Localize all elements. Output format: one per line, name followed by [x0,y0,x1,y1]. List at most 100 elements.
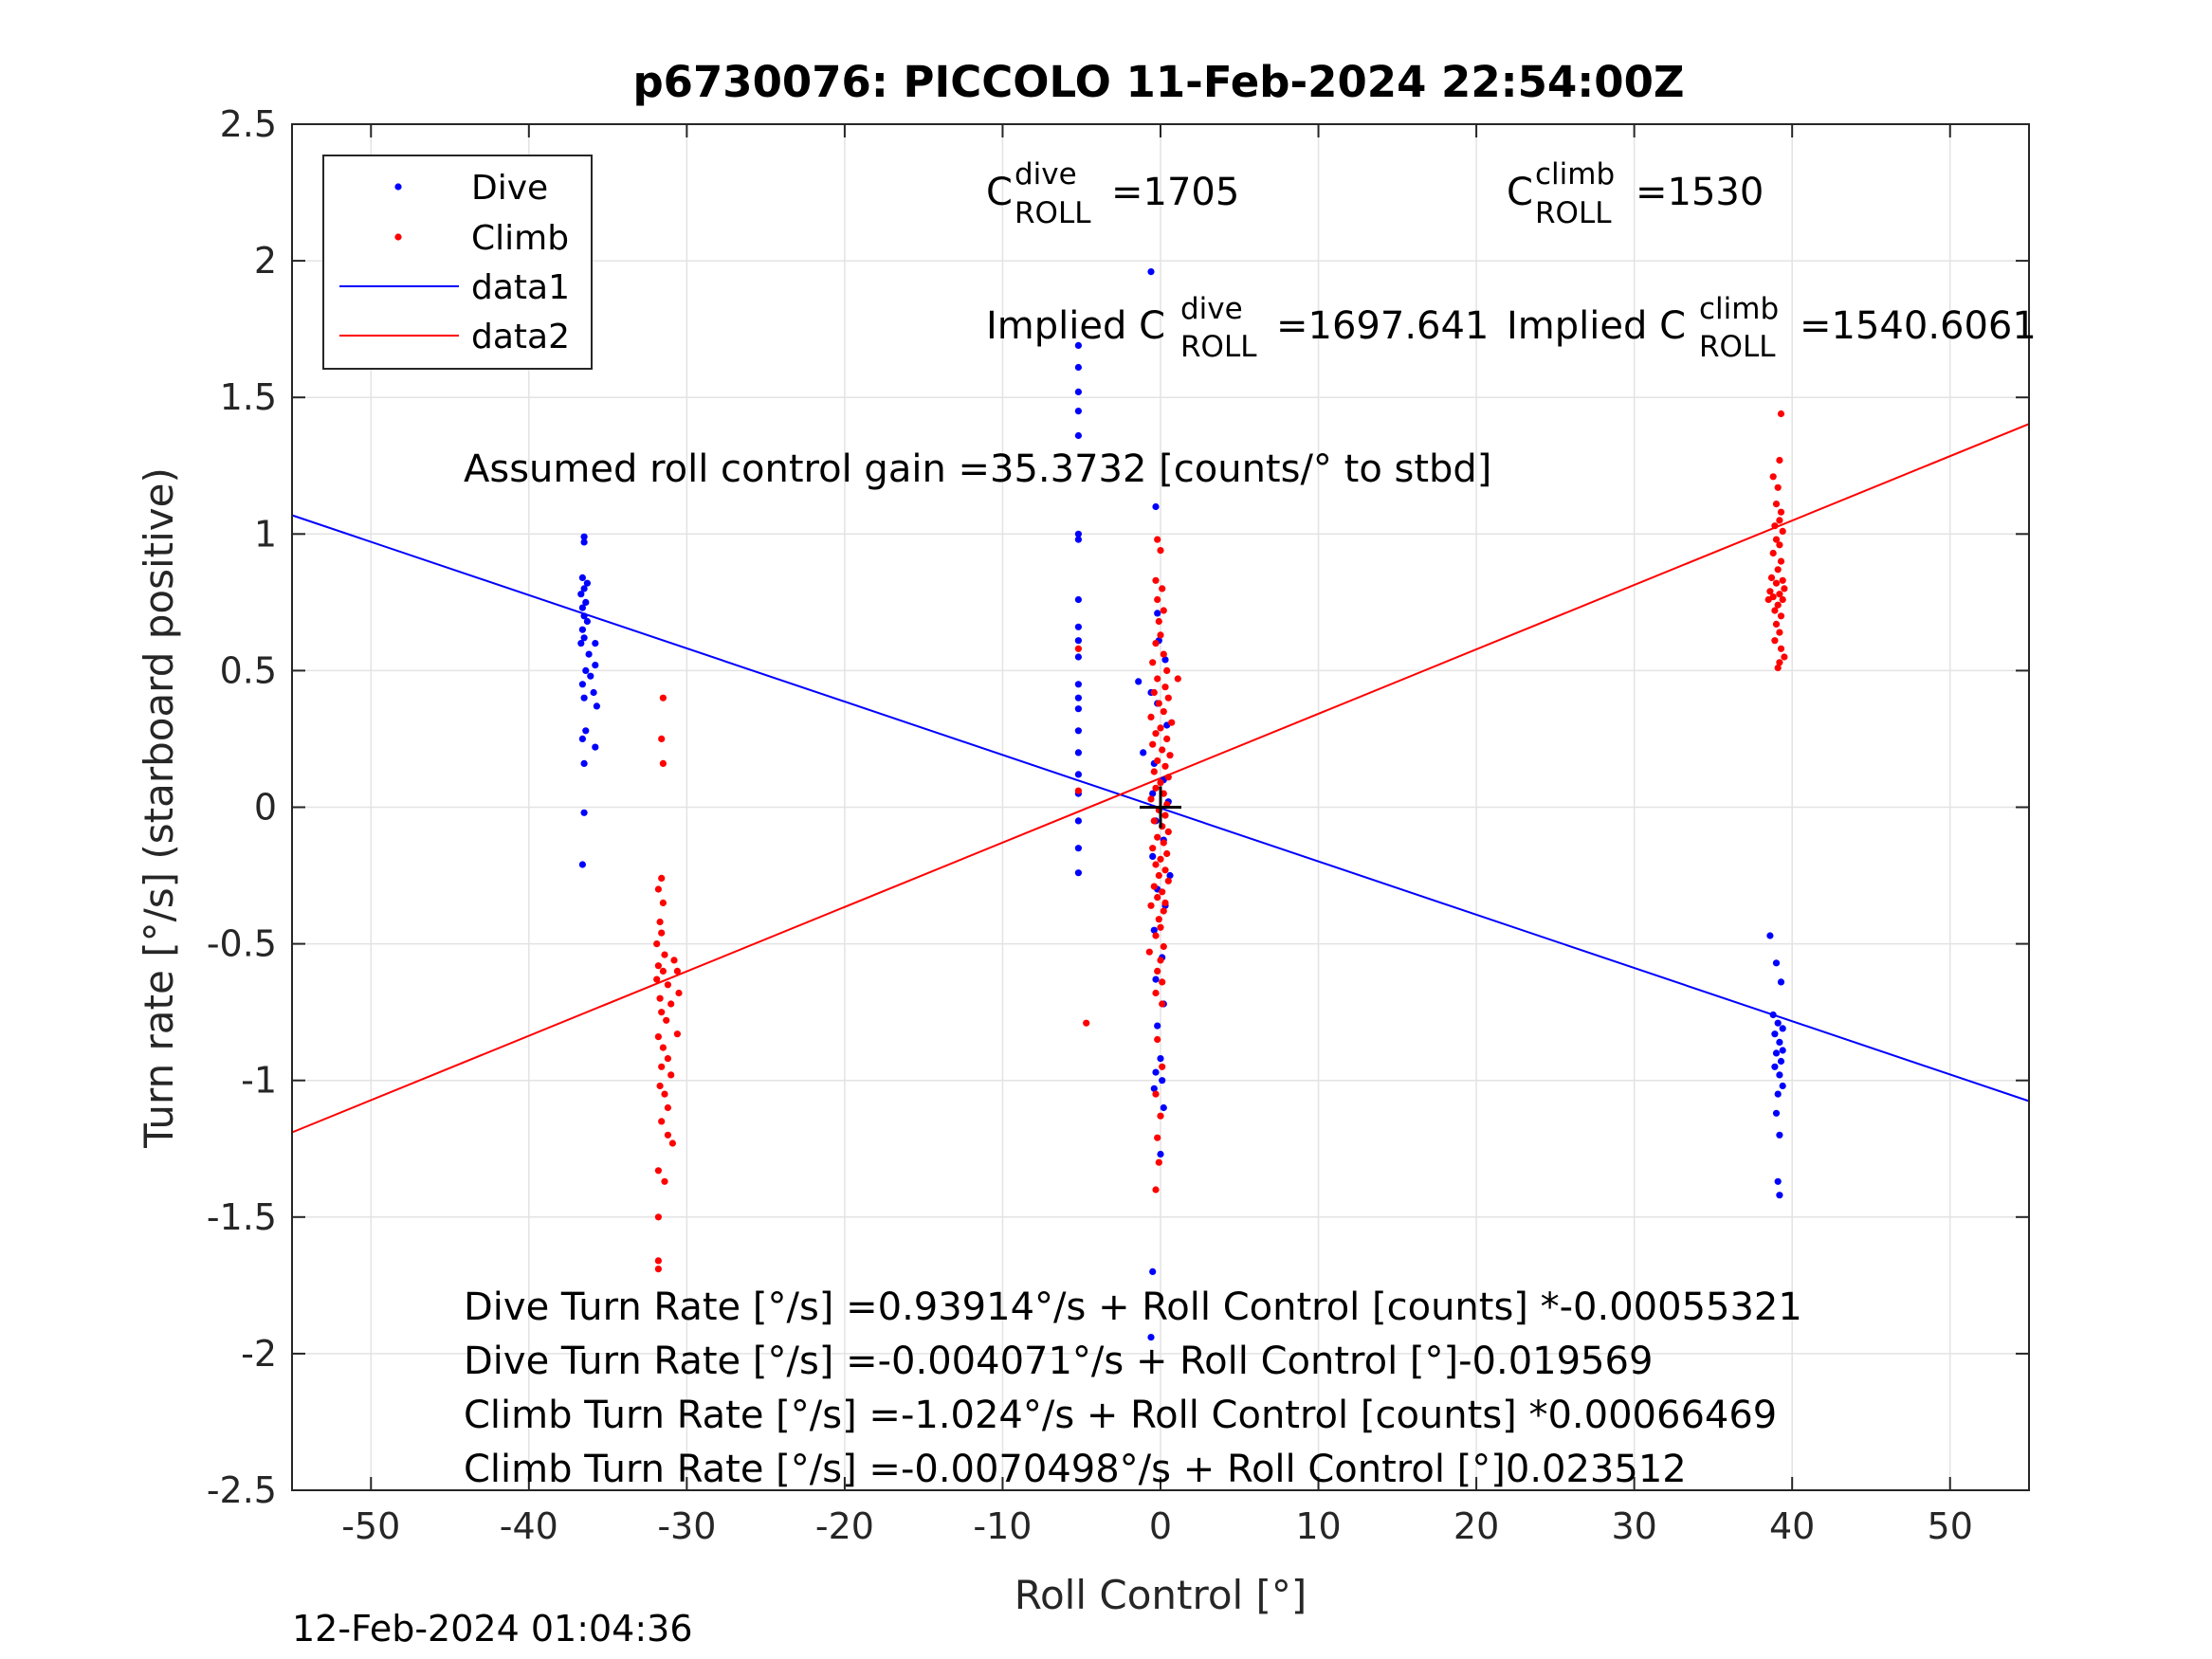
climb-point [1767,574,1776,582]
y-tick-label: 0 [254,787,277,829]
x-tick-label: -20 [815,1505,874,1547]
fit-line-data2 [291,423,2030,1134]
dive-point [582,727,590,735]
climb-point [654,962,663,970]
climb-point [1152,1186,1160,1194]
dive-point [593,702,601,710]
climb-point [1159,1000,1166,1008]
climb-point [1157,923,1164,931]
dive-point [1779,1025,1786,1032]
climb-point [1159,888,1166,896]
dive-point [1074,623,1082,630]
dive-point [578,861,587,868]
climb-point [1772,501,1781,508]
climb-point [659,694,667,702]
climb-point [1157,547,1164,555]
dive-point [580,694,588,702]
dive-point [1149,790,1157,797]
climb-point [1769,473,1777,481]
climb-point [1157,855,1164,863]
dive-point [578,626,587,633]
legend: Dive Climb data1 data2 [322,155,593,370]
climb-point [1157,631,1164,639]
dive-point [1160,1103,1167,1112]
climb-point [1774,483,1782,491]
svg-text:C: C [986,171,1013,214]
climb-point [1157,779,1164,787]
y-tick-label: -1 [241,1060,277,1102]
climb-point [1147,795,1155,803]
climb-point [1774,664,1782,672]
x-tick-label: -30 [657,1505,716,1547]
climb-point [1154,967,1161,975]
climb-point [1150,883,1158,890]
dive-point [1154,610,1161,617]
climb-point [661,951,668,958]
dive-point [1771,1063,1779,1070]
dive-point [1074,681,1082,688]
dive-point [1149,852,1157,861]
climb-point [1779,576,1786,584]
climb-point [1777,645,1785,652]
x-tick-label: 40 [1769,1505,1815,1547]
dive-point [1771,1030,1779,1038]
climb-point [659,967,667,975]
climb-point [659,759,667,768]
climb-point [1164,774,1172,781]
dive-point [1074,408,1082,415]
dive-point [1074,431,1082,440]
dive-point [578,681,587,688]
dive-point [580,634,588,642]
legend-label-climb: Climb [471,219,569,258]
dive-point [1147,1334,1155,1341]
gain-annotation: Assumed roll control gain =35.3732 [coun… [464,447,1491,491]
climb-point [1160,650,1167,658]
dive-point [583,617,592,626]
climb-point [1157,1112,1164,1120]
implied-dive-annotation: Implied C dive ROLL =1697.641 [986,292,1489,364]
climb-point [1155,916,1162,923]
c-dive-sup: dive [1015,157,1077,191]
dive-point [1157,1055,1164,1063]
dive-point [1140,749,1147,757]
x-tick-label: 20 [1453,1505,1499,1547]
y-tick-label: -2.5 [207,1469,277,1511]
dive-point [577,591,585,598]
climb-point [658,929,666,937]
climb-point [1777,410,1785,418]
climb-point [654,1033,663,1041]
climb-point [661,1177,668,1185]
climb-point [1083,1019,1090,1027]
climb-point [664,1055,672,1063]
dive-point [1074,637,1082,645]
dive-point [1074,817,1082,825]
dive-point [1777,978,1785,986]
climb-point [654,885,663,893]
svg-text:C: C [1507,171,1533,214]
dive-point [580,533,588,540]
dive-point [582,598,590,607]
dive-point [1159,1077,1166,1085]
climb-point [1074,787,1082,794]
climb-point [1161,866,1169,874]
dive-point [1152,502,1160,511]
climb-point [1777,508,1785,516]
dive-point [1776,1192,1783,1199]
dive-point [1774,1090,1782,1098]
climb-point [1149,659,1157,666]
c-dive-sub: ROLL [1015,196,1091,230]
climb-point [1074,645,1082,652]
climb-point [1161,899,1169,907]
c-dive-value: =1705 [1111,171,1239,214]
climb-point [1154,833,1161,841]
climb-point [1776,456,1783,465]
dive-point [1135,678,1143,685]
climb-point [1157,724,1164,732]
climb-point [1155,700,1162,707]
climb-point [1157,957,1164,964]
dive-point [1074,363,1082,372]
dive-point [1777,1057,1785,1066]
climb-point [658,874,666,883]
climb-point [1147,902,1155,909]
climb-point [1160,907,1167,915]
